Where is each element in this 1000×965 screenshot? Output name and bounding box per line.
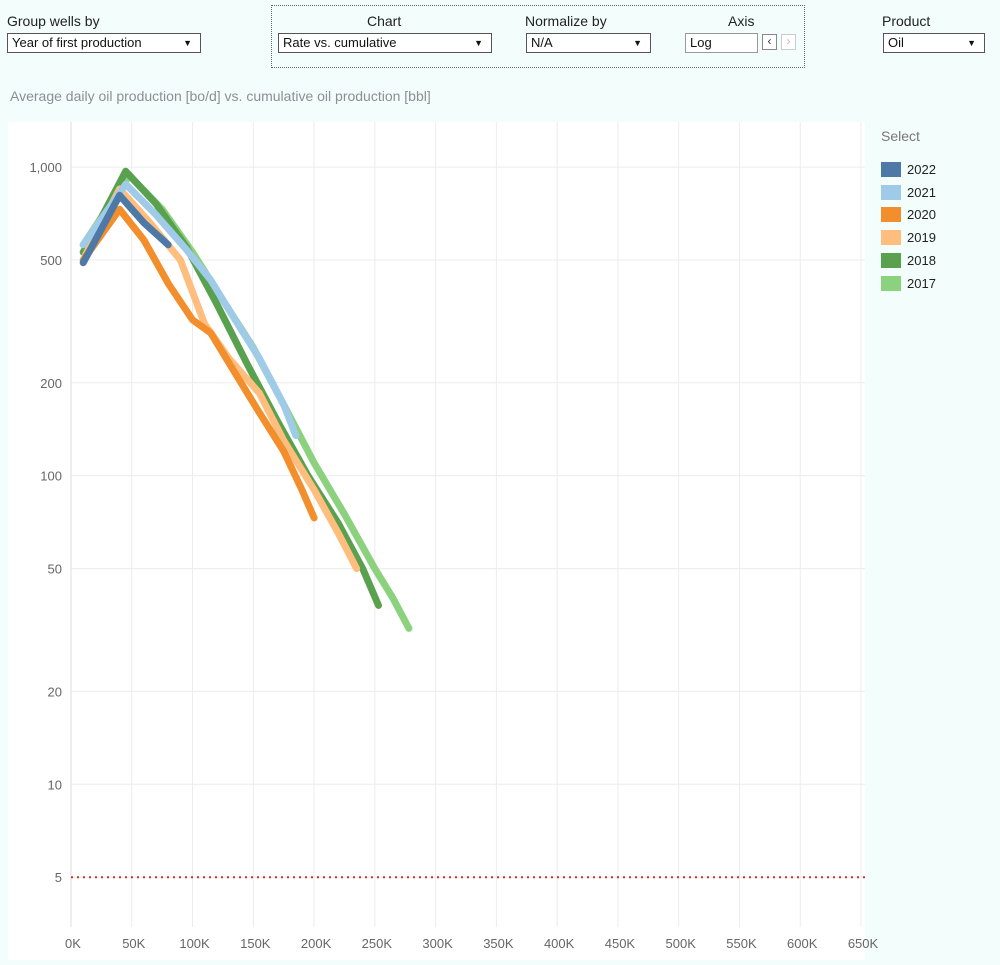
x-tick-label: 0K — [65, 936, 81, 951]
axis-prev-button[interactable]: ‹ — [762, 34, 777, 50]
series-line-2018 — [79, 167, 382, 609]
chevron-left-icon: ‹ — [767, 34, 772, 48]
x-tick-label: 300K — [422, 936, 453, 951]
axis-label: Axis — [728, 13, 755, 29]
x-axis-tick-labels: 0K 50K 100K 150K 200K 250K 300K 350K 400K 450K 500… — [65, 936, 878, 951]
x-tick-label: 150K — [240, 936, 271, 951]
y-tick-label: 200 — [40, 376, 62, 391]
x-tick-label: 250K — [362, 936, 393, 951]
caret-down-icon: ▼ — [967, 38, 976, 48]
product-label: Product — [882, 13, 931, 29]
group-wells-by-dropdown[interactable]: Year of first production ▼ — [7, 33, 201, 53]
x-tick-label: 500K — [666, 936, 697, 951]
y-axis-tick-labels: 1,000 500 200 100 50 20 10 5 — [29, 160, 62, 885]
chevron-right-icon: › — [786, 34, 791, 48]
y-tick-label: 500 — [40, 253, 62, 268]
legend-swatch — [881, 230, 901, 246]
y-tick-label: 5 — [55, 870, 62, 885]
x-tick-label: 50K — [122, 936, 145, 951]
y-tick-label: 1,000 — [29, 160, 62, 175]
group-wells-by-label: Group wells by — [7, 13, 100, 29]
series-lines — [79, 167, 413, 632]
chart-options-panel — [271, 5, 805, 68]
normalize-by-dropdown[interactable]: N/A ▼ — [526, 33, 651, 53]
normalize-by-label: Normalize by — [525, 13, 607, 29]
series-line-2022 — [79, 191, 172, 267]
product-dropdown[interactable]: Oil ▼ — [883, 33, 985, 53]
legend-label: 2019 — [907, 230, 936, 246]
caret-down-icon: ▼ — [183, 38, 192, 48]
series-line-2020 — [79, 205, 318, 522]
x-tick-label: 600K — [787, 936, 818, 951]
legend-label: 2021 — [907, 184, 936, 200]
axis-scale-value: Log — [690, 35, 712, 50]
y-tick-label: 50 — [48, 562, 62, 577]
legend-label: 2020 — [907, 207, 936, 223]
series-line-2021 — [79, 180, 300, 439]
caret-down-icon: ▼ — [474, 38, 483, 48]
legend-swatch — [881, 252, 901, 268]
chart-title: Average daily oil production [bo/d] vs. … — [10, 88, 431, 104]
x-tick-label: 650K — [848, 936, 879, 951]
x-tick-label: 400K — [544, 936, 575, 951]
chart-type-dropdown[interactable]: Rate vs. cumulative ▼ — [278, 33, 492, 53]
product-value: Oil — [888, 35, 904, 50]
group-wells-by-value: Year of first production — [12, 35, 142, 50]
legend-title: Select — [881, 128, 920, 144]
y-tick-label: 20 — [48, 684, 62, 699]
legend-swatch — [881, 184, 901, 200]
axis-scale-field[interactable]: Log — [685, 33, 758, 53]
y-tick-label: 10 — [48, 777, 62, 792]
normalize-by-value: N/A — [531, 35, 553, 50]
x-tick-label: 100K — [179, 936, 210, 951]
chart-plot-background — [8, 122, 865, 960]
legend-label: 2017 — [907, 275, 936, 291]
chart-label: Chart — [367, 13, 402, 29]
y-tick-label: 100 — [40, 469, 62, 484]
x-tick-label: 450K — [605, 936, 636, 951]
x-tick-label: 550K — [726, 936, 757, 951]
x-tick-label: 200K — [301, 936, 332, 951]
legend-label: 2018 — [907, 252, 936, 268]
x-tick-label: 350K — [483, 936, 514, 951]
axis-next-button[interactable]: › — [781, 34, 796, 50]
legend-swatch — [881, 275, 901, 291]
legend-swatch — [881, 162, 901, 177]
chart-type-value: Rate vs. cumulative — [283, 35, 397, 50]
legend-label: 2022 — [907, 162, 936, 177]
caret-down-icon: ▼ — [633, 38, 642, 48]
legend-swatch — [881, 207, 901, 223]
